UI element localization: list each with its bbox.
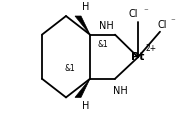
Text: Cl: Cl: [128, 9, 138, 19]
Text: &1: &1: [65, 64, 75, 73]
Text: Cl: Cl: [158, 20, 167, 30]
Polygon shape: [75, 79, 90, 97]
Polygon shape: [75, 16, 90, 35]
Text: ⁻: ⁻: [143, 8, 148, 17]
Text: ⁻: ⁻: [170, 17, 175, 26]
Text: NH: NH: [99, 21, 113, 31]
Text: &1: &1: [97, 40, 108, 49]
Text: Pt: Pt: [131, 52, 145, 62]
Text: NH: NH: [113, 86, 127, 96]
Text: H: H: [82, 2, 89, 12]
Text: 2+: 2+: [145, 44, 156, 53]
Text: H: H: [82, 101, 89, 111]
